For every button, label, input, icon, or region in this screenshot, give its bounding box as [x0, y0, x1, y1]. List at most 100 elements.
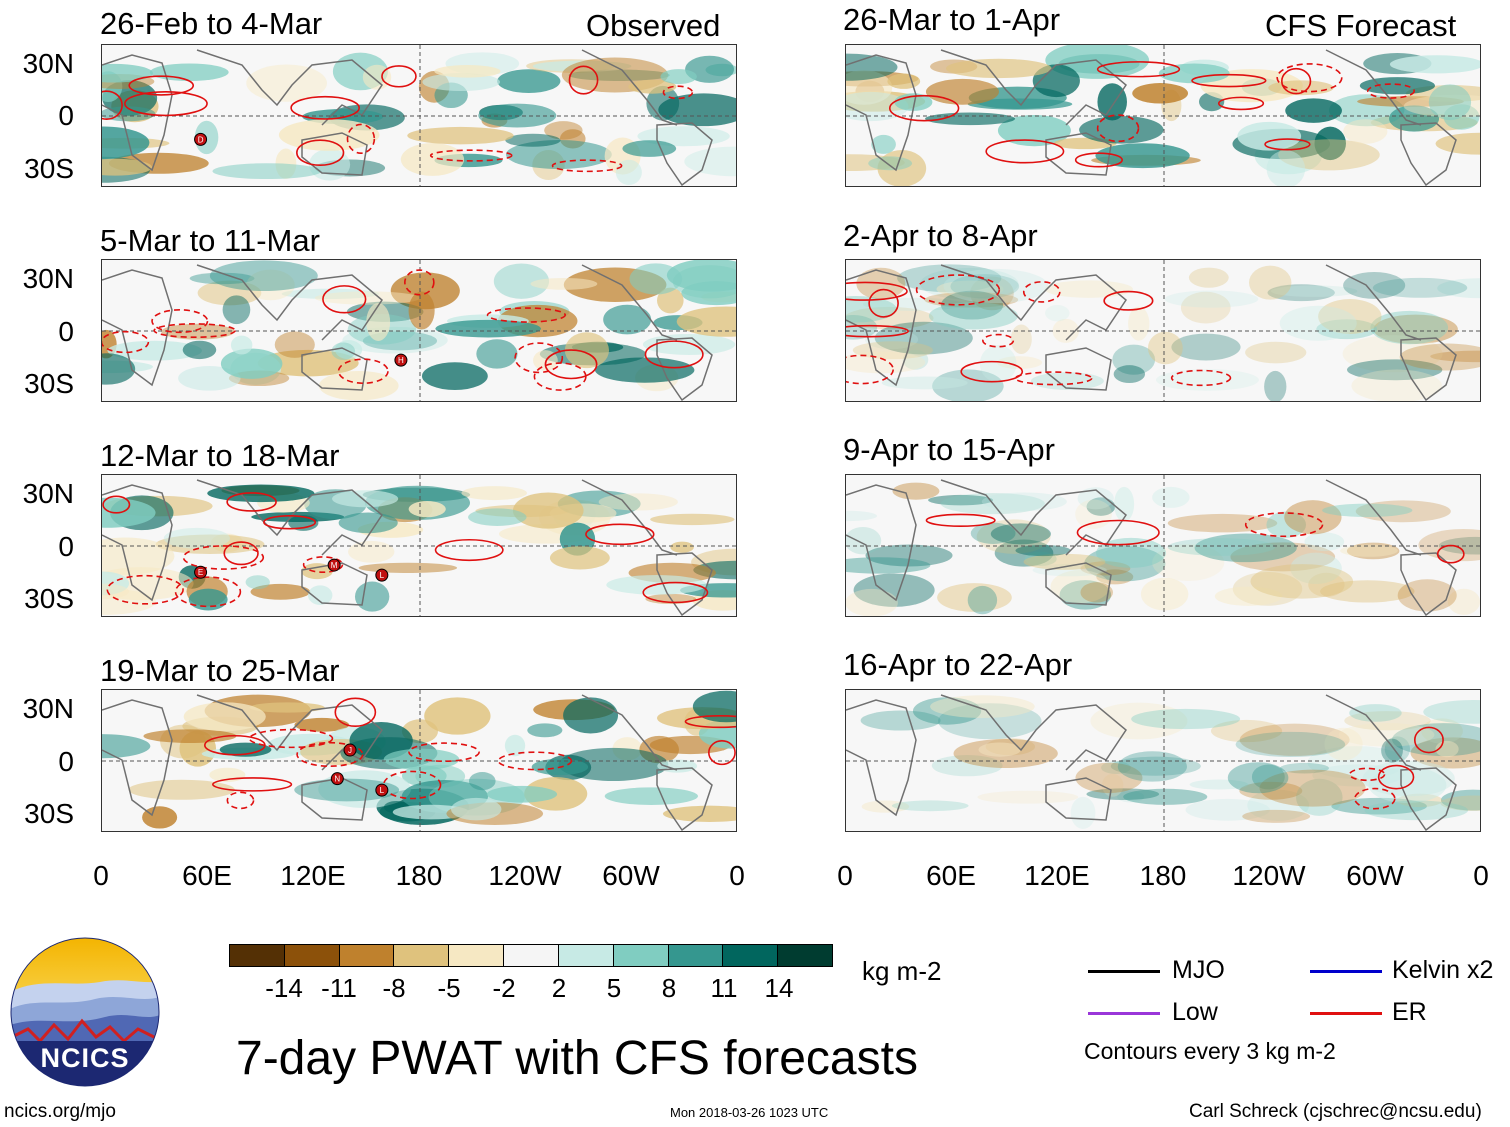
anomaly-blob	[178, 366, 241, 391]
storm-marker-letter: L	[380, 786, 385, 795]
er-contour	[544, 349, 598, 380]
anomaly-blob	[1399, 343, 1480, 371]
colorbar-tick: -2	[492, 973, 516, 1003]
y-tick-label: 30S	[24, 798, 74, 829]
x-tick-label: 0	[1473, 860, 1489, 891]
coastline	[656, 337, 713, 401]
anomaly-blob	[294, 778, 400, 802]
footer-url[interactable]: ncics.org/mjo	[4, 1101, 116, 1122]
footer-timestamp: Mon 2018-03-26 1023 UTC	[670, 1105, 829, 1120]
anomaly-blob	[209, 260, 318, 292]
anomaly-blob	[598, 493, 678, 511]
forecast-map-2	[845, 259, 1481, 402]
anomaly-blob	[979, 345, 1017, 383]
coastline	[656, 552, 713, 616]
anomaly-blob	[469, 772, 496, 791]
anomaly-blob	[1316, 319, 1377, 340]
anomaly-blob	[943, 268, 1049, 304]
er-contour	[382, 770, 442, 800]
anomaly-blob	[1194, 533, 1297, 563]
y-tick-label: 30N	[22, 693, 74, 724]
anomaly-blob	[149, 63, 229, 82]
anomaly-blob	[1421, 718, 1463, 744]
anomaly-blob	[421, 362, 488, 391]
x-tick-label: 60W	[602, 860, 660, 891]
coastline	[301, 562, 368, 606]
anomaly-blob	[925, 78, 999, 105]
anomaly-blob	[1232, 571, 1303, 606]
anomaly-blob	[1152, 544, 1225, 581]
er-contour	[1014, 371, 1093, 386]
anomaly-blob	[1030, 372, 1104, 390]
anomaly-blob	[505, 139, 612, 170]
anomaly-blob	[629, 263, 683, 295]
legend-line-er	[1310, 1012, 1382, 1015]
coastline	[581, 264, 678, 341]
anomaly-blob	[1342, 335, 1443, 373]
legend-label-er: ER	[1392, 998, 1427, 1026]
anomaly-blob	[342, 326, 448, 354]
legend-line-kelvin	[1310, 970, 1382, 973]
storm-marker: L	[375, 568, 389, 582]
storm-marker: L	[375, 783, 389, 797]
anomaly-blob	[865, 544, 953, 567]
coastline	[1045, 562, 1112, 606]
map-canvas: J N L	[102, 690, 736, 831]
anomaly-blob	[246, 64, 327, 102]
anomaly-blob	[1128, 306, 1150, 341]
anomaly-blob	[407, 126, 514, 145]
anomaly-blob	[1362, 760, 1455, 797]
y-tick-label: 0	[58, 746, 74, 777]
anomaly-blob	[408, 291, 435, 330]
y-tick-label: 30N	[22, 263, 74, 294]
panel-title: 12-Mar to 18-Mar	[100, 438, 340, 473]
coastline	[301, 347, 368, 391]
anomaly-blob	[676, 306, 736, 337]
er-contour	[124, 91, 208, 117]
map-canvas: H	[102, 260, 736, 401]
er-contour	[226, 492, 277, 512]
anomaly-blob	[128, 779, 235, 800]
anomaly-blob	[331, 342, 356, 361]
map-canvas	[846, 260, 1480, 401]
storm-marker-dot	[194, 565, 208, 579]
anomaly-blob	[685, 55, 734, 83]
er-contour	[1096, 61, 1181, 78]
map-canvas	[846, 475, 1480, 616]
anomaly-blob	[928, 302, 1018, 330]
anomaly-blob	[1086, 497, 1116, 516]
anomaly-blob	[604, 787, 698, 805]
coastline	[1400, 767, 1457, 831]
anomaly-blob	[1086, 788, 1160, 800]
anomaly-blob	[1296, 778, 1343, 816]
panel-title: 5-Mar to 11-Mar	[100, 223, 320, 258]
anomaly-blob	[102, 497, 156, 528]
anomaly-blob	[985, 737, 1036, 756]
anomaly-blob	[1075, 499, 1113, 529]
storm-marker-dot	[194, 132, 208, 146]
anomaly-blob	[102, 571, 130, 596]
coastline	[1325, 479, 1422, 556]
anomaly-blob	[250, 583, 311, 600]
anomaly-blob	[887, 73, 921, 89]
er-contour	[1413, 726, 1444, 754]
anomaly-blob	[434, 65, 501, 78]
er-contour	[1096, 114, 1140, 143]
coastline	[940, 479, 1127, 556]
anomaly-blob	[348, 540, 395, 563]
panel-title: 26-Feb to 4-Mar	[100, 6, 323, 41]
anomaly-blob	[1101, 773, 1124, 797]
legend-label-kelvin: Kelvin x2	[1392, 956, 1494, 984]
anomaly-blob	[257, 349, 359, 377]
storm-marker: D	[194, 132, 208, 146]
anomaly-blob	[902, 349, 929, 370]
anomaly-blob	[468, 508, 527, 526]
anomaly-blob	[891, 800, 969, 812]
contour-note: Contours every 3 kg m-2	[1084, 1038, 1336, 1064]
anomaly-blob	[549, 546, 610, 570]
anomaly-blob	[1147, 331, 1183, 365]
anomaly-blob	[1349, 704, 1402, 722]
anomaly-blob	[1152, 486, 1190, 508]
er-contour	[248, 728, 334, 749]
anomaly-blob	[1266, 150, 1306, 186]
